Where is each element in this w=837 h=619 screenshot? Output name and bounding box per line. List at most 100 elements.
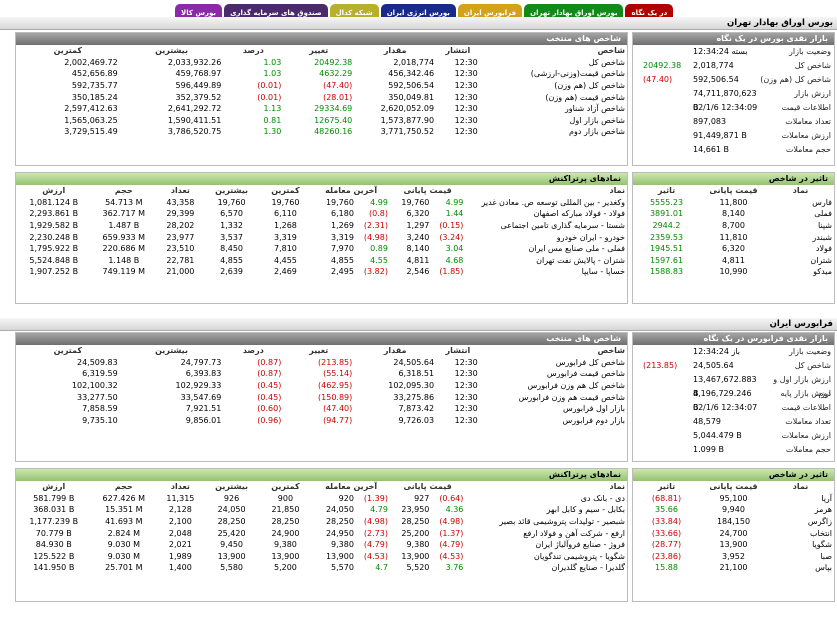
column-header[interactable]: انتشار <box>445 346 471 356</box>
symbol-name[interactable]: فروژ - صنایع فروآلیاژ ایران <box>535 540 625 550</box>
column-header[interactable]: آخرین معامله <box>325 482 378 492</box>
tab-0[interactable]: در یک نگاه <box>625 4 674 21</box>
table-row[interactable]: شاخص کل فرابورس 12:30 24,505.64 (213.85) (0.… <box>16 357 627 369</box>
column-header[interactable]: درصد <box>242 346 264 356</box>
table-row[interactable]: فملی 8,140 3891.01 <box>633 208 834 220</box>
table-row[interactable]: شبندر 11,810 2359.53 <box>633 231 834 243</box>
table-row[interactable]: شبصیر - تولیدات پتروشیمی قائد بصیر 28,250… <box>16 516 627 528</box>
tab-6[interactable]: بورس کالا <box>175 4 223 21</box>
symbol-cell[interactable]: شبندر <box>812 232 832 242</box>
symbol-cell[interactable]: شگویا <box>812 540 832 550</box>
table-row[interactable]: وکغدیر - بین المللی توسعه ص. معادن غدیر 1… <box>16 197 627 209</box>
symbol-name[interactable]: فولاد - فولاد مبارکه اصفهان <box>533 209 625 219</box>
table-row[interactable]: خودرو - ایران خودرو 3,240 (3.24) 3,319 (4.98… <box>16 231 627 243</box>
table-row[interactable]: شاخص کل 12:30 2,018,774 20492.38 1.03 2,033,9… <box>16 57 627 69</box>
symbol-name[interactable]: خساپا - سایپا <box>581 267 625 277</box>
column-header[interactable]: حجم <box>114 482 133 492</box>
symbol-cell[interactable]: شپنا <box>818 221 832 231</box>
column-header[interactable]: بیشترین <box>155 46 188 56</box>
column-header[interactable]: نماد <box>792 186 809 196</box>
index-name[interactable]: شاخص قیمت فرابورس <box>546 369 625 379</box>
symbol-cell[interactable]: صبا <box>820 551 832 561</box>
table-row[interactable]: شاخص کل (هم وزن) 12:30 592,506.54 (47.40) (0… <box>16 80 627 92</box>
index-name[interactable]: شاخص قیمت هم وزن فرابورس <box>518 392 625 402</box>
index-name[interactable]: شاخص کل هم وزن فرابورس <box>527 381 625 391</box>
column-header[interactable]: مقدار <box>383 46 407 56</box>
symbol-name[interactable]: بکابل - سیم و کابل ابهر <box>546 505 625 515</box>
column-header[interactable]: تاثیر <box>657 482 676 492</box>
table-row[interactable]: شگویا - پتروشیمی تندگویان 13,900 (4.53) 13,… <box>16 551 627 563</box>
column-header[interactable]: بیشترین <box>215 186 248 196</box>
column-header[interactable]: قیمت پایانی <box>403 482 452 492</box>
column-header[interactable]: تغییر <box>309 46 329 56</box>
tab-5[interactable]: صندوق های سرمایه گذاری <box>224 4 328 21</box>
column-header[interactable]: نماد <box>609 482 625 492</box>
index-name[interactable]: شاخص کل فرابورس <box>555 357 625 367</box>
table-row[interactable]: شتران - پالایش نفت تهران 4,811 4.68 4,855 4.… <box>16 255 627 267</box>
symbol-name[interactable]: شگویا - پتروشیمی تندگویان <box>533 551 625 561</box>
table-row[interactable]: هرمز 9,940 35.66 <box>633 504 834 516</box>
column-header[interactable]: نماد <box>609 186 625 196</box>
column-header[interactable]: تعداد <box>170 186 190 196</box>
symbol-name[interactable]: خودرو - ایران خودرو <box>556 232 625 242</box>
table-row[interactable]: بپاس 21,100 15.88 <box>633 562 834 574</box>
tab-4[interactable]: شبکه کدال <box>329 4 379 21</box>
symbol-cell[interactable]: فارس <box>812 197 832 207</box>
table-row[interactable]: شاخص کل هم وزن فرابورس 12:30 102,095.30 (46… <box>16 380 627 392</box>
table-row[interactable]: فروژ - صنایع فروآلیاژ ایران 9,380 (4.79) 9,… <box>16 539 627 551</box>
table-row[interactable]: میدکو 10,990 1588.83 <box>633 266 834 278</box>
symbol-cell[interactable]: آریا <box>821 493 832 503</box>
table-row[interactable]: بازار دوم فرابورس 12:30 9,726.03 (94.77) (0.… <box>16 415 627 427</box>
column-header[interactable]: قیمت پایانی <box>709 186 758 196</box>
symbol-name[interactable]: شبصیر - تولیدات پتروشیمی قائد بصیر <box>499 517 625 527</box>
symbol-cell[interactable]: فولاد <box>815 244 832 254</box>
column-header[interactable]: شاخص <box>597 346 625 356</box>
tab-1[interactable]: بورس اوراق بهادار تهران <box>524 4 624 21</box>
tab-3[interactable]: بورس انرژی ایران <box>380 4 456 21</box>
table-row[interactable]: شاخص قیمت(وزنی-ارزشی) 12:30 456,342.46 4632… <box>16 68 627 80</box>
table-row[interactable]: فارس 11,800 5555.23 <box>633 197 834 209</box>
column-header[interactable]: انتشار <box>445 46 471 56</box>
table-row[interactable]: شاخص آزاد شناور 12:30 2,620,052.09 29334.69… <box>16 103 627 115</box>
table-row[interactable]: دی - بانک دی 927 (0.64) 920 (1.39) 900 926 11,3… <box>16 493 627 505</box>
symbol-cell[interactable]: بپاس <box>815 563 832 573</box>
index-name[interactable]: شاخص بازار دوم <box>569 127 625 137</box>
symbol-cell[interactable]: فملی <box>814 209 832 219</box>
index-name[interactable]: شاخص کل (هم وزن) <box>554 81 625 91</box>
index-name[interactable]: شاخص بازار اول <box>569 115 625 125</box>
table-row[interactable]: فولاد 6,320 1945.51 <box>633 243 834 255</box>
table-row[interactable]: زاگرس 184,150 (33.84) <box>633 516 834 528</box>
column-header[interactable]: بیشترین <box>215 482 248 492</box>
table-row[interactable]: شپنا 8,700 2944.2 <box>633 220 834 232</box>
column-header[interactable]: تاثیر <box>657 186 676 196</box>
symbol-name[interactable]: شتران - پالایش نفت تهران <box>536 255 625 265</box>
column-header[interactable]: قیمت پایانی <box>709 482 758 492</box>
column-header[interactable]: نماد <box>792 482 809 492</box>
table-row[interactable]: آریا 95,100 (68.81) <box>633 493 834 505</box>
index-name[interactable]: شاخص آزاد شناور <box>564 104 625 114</box>
column-header[interactable]: کمترین <box>271 186 300 196</box>
column-header[interactable]: تعداد <box>170 482 190 492</box>
column-header[interactable]: درصد <box>242 46 264 56</box>
symbol-name[interactable]: ارفع - شرکت آهن و فولاد ارفع <box>523 528 625 538</box>
table-row[interactable]: شاخص بازار دوم 12:30 3,771,750.52 48260.16 1… <box>16 126 627 138</box>
index-name[interactable]: شاخص قیمت (هم وزن) <box>545 92 625 102</box>
symbol-cell[interactable]: شتران <box>810 255 832 265</box>
table-row[interactable]: شگویا 13,900 (28.77) <box>633 539 834 551</box>
index-name[interactable]: بازار دوم فرابورس <box>562 415 625 425</box>
symbol-cell[interactable]: زاگرس <box>807 517 832 527</box>
table-row[interactable]: شاخص بازار اول 12:30 1,573,877.90 12675.40 0… <box>16 115 627 127</box>
symbol-name[interactable]: گلدیرا - صنایع گلدیران <box>551 563 625 573</box>
symbol-name[interactable]: دی - بانک دی <box>580 493 625 503</box>
column-header[interactable]: شاخص <box>597 46 625 56</box>
table-row[interactable]: فملی - ملی صنایع مس ایران 8,140 3.04 7,970 0… <box>16 243 627 255</box>
symbol-name[interactable]: شستا - سرمایه گذاری تامین اجتماعی <box>500 221 625 231</box>
table-row[interactable]: خساپا - سایپا 2,546 (1.85) 2,495 (3.82) 2,469… <box>16 266 627 278</box>
column-header[interactable]: قیمت پایانی <box>403 186 452 196</box>
table-row[interactable]: شتران 4,811 1597.61 <box>633 255 834 267</box>
table-row[interactable]: انتخاب 24,700 (33.66) <box>633 527 834 539</box>
column-header[interactable]: ارزش <box>42 186 66 196</box>
index-name[interactable]: بازار اول فرابورس <box>562 404 625 414</box>
column-header[interactable]: حجم <box>114 186 133 196</box>
column-header[interactable]: کمترین <box>53 46 83 56</box>
